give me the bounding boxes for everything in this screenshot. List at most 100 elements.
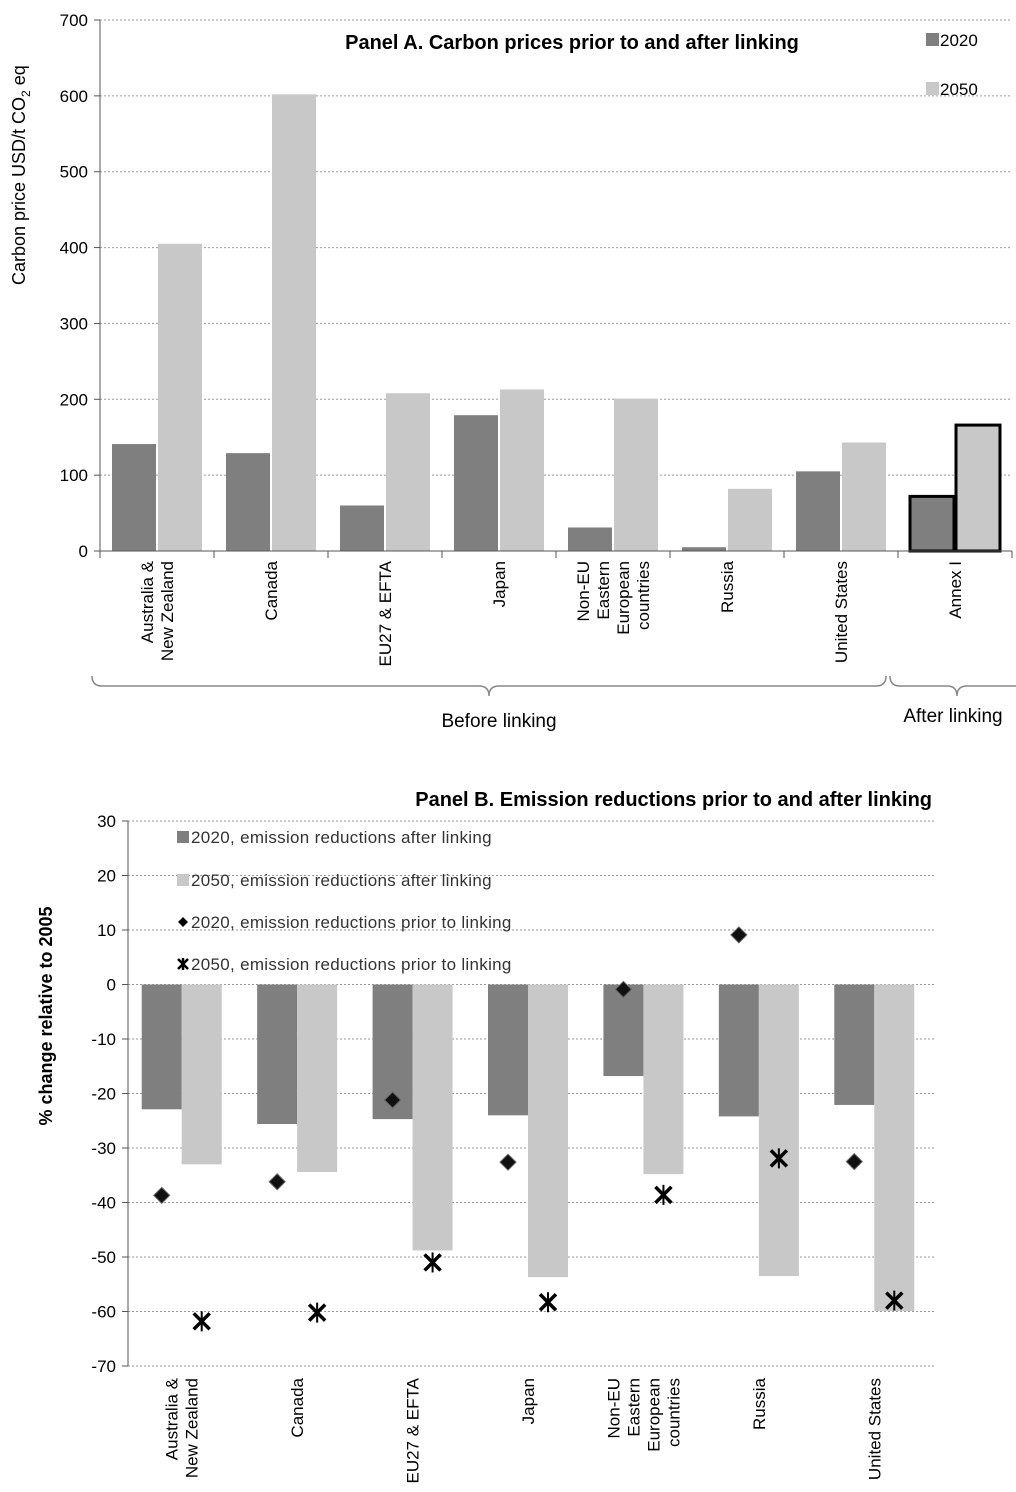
bar-2020 [568, 527, 612, 551]
category-label: Russia [750, 1377, 769, 1430]
marker-2020-prior [730, 926, 748, 944]
y-tick-label: 0 [79, 542, 88, 561]
y-axis-label-text: eq [9, 65, 29, 90]
y-tick-label: -10 [91, 1030, 116, 1049]
marker-2020-prior [383, 1091, 402, 1109]
category-label: Australia & [163, 1377, 182, 1460]
y-tick-label: -20 [91, 1085, 116, 1104]
bracket-after-linking [889, 675, 1016, 697]
category-label: Non-EU [574, 561, 593, 621]
category-label: Canada [288, 1377, 307, 1437]
y-tick-label: 100 [60, 466, 88, 485]
panel-a-chart: 0 100 200 300 400 500 600 700 Australia & New Zea… [9, 11, 1016, 732]
legend-label: 2020, emission reductions after linking [191, 828, 492, 847]
bar-2050, emission reductions after linking [528, 984, 568, 1278]
legend-swatch [177, 958, 189, 970]
category-label: European [644, 1378, 663, 1452]
y-tick-label: 400 [60, 239, 88, 258]
bar-2050 [728, 488, 772, 551]
legend-label: 2050, emission reductions after linking [191, 871, 492, 890]
category-label: New Zealand [158, 561, 177, 661]
marker-2050-prior [423, 1252, 442, 1273]
bar-2050, emission reductions after linking [874, 984, 915, 1311]
marker-2050-prior [885, 1290, 904, 1311]
group-label-after-linking: After linking [903, 706, 1002, 727]
category-label: countries [634, 561, 653, 630]
y-tick-label: -40 [91, 1194, 116, 1213]
marker-2050-prior [307, 1302, 327, 1323]
bar-2050 [842, 442, 886, 551]
y-tick-label: -50 [91, 1248, 116, 1267]
category-label: New Zealand [183, 1378, 202, 1478]
bar-2050, emission reductions after linking [412, 984, 453, 1251]
marker-2020-prior [614, 980, 633, 999]
legend-swatch [177, 831, 189, 843]
legend-swatch [926, 82, 939, 95]
y-axis-label-subscript: 2 [19, 90, 33, 97]
category-label: Japan [490, 561, 509, 607]
legend-label: 2020, emission reductions prior to linki… [191, 913, 512, 932]
marker-2050-prior [654, 1184, 673, 1205]
category-label: European [614, 561, 633, 635]
legend-label: 2050 [940, 80, 978, 99]
category-label: Japan [519, 1378, 538, 1424]
category-label: Eastern [594, 561, 613, 620]
legend-label: 2020 [940, 31, 978, 50]
category-label: Australia & [138, 560, 157, 643]
y-tick-label: 500 [60, 163, 88, 182]
y-tick-label: 300 [60, 314, 88, 333]
marker-2020-prior [268, 1173, 286, 1191]
legend-swatch [178, 917, 188, 927]
bar-2020, emission reductions after linking [718, 984, 759, 1117]
marker-2050-prior [769, 1148, 789, 1169]
y-axis-label: Carbon price USD/t CO2 eq [9, 65, 33, 285]
marker-2050-prior [538, 1292, 558, 1313]
bar-2020 [454, 415, 498, 551]
bar-2050 [500, 389, 544, 551]
category-label: EU27 & EFTA [404, 1377, 423, 1483]
marker-2020-prior [499, 1153, 517, 1171]
y-tick-label: 30 [97, 812, 116, 831]
bar-2050, emission reductions after linking [758, 984, 799, 1277]
legend-swatch [177, 874, 189, 886]
y-tick-label: -70 [91, 1357, 116, 1376]
y-tick-label: -30 [91, 1139, 116, 1158]
category-label: Annex I [946, 561, 965, 619]
bar-2020, emission reductions after linking [257, 984, 298, 1125]
legend-label: 2050, emission reductions prior to linki… [191, 955, 512, 974]
category-label: United States [865, 1378, 884, 1480]
bracket-before-linking [91, 675, 887, 697]
bar-2050 [954, 423, 1002, 553]
bar-2020 [796, 471, 840, 551]
bar-2050, emission reductions after linking [643, 984, 684, 1175]
bar-2020 [112, 444, 156, 551]
category-label: EU27 & EFTA [376, 560, 395, 666]
bar-2050, emission reductions after linking [181, 984, 222, 1165]
y-tick-label: -60 [91, 1303, 116, 1322]
bar-2050, emission reductions after linking [297, 984, 338, 1172]
y-axis-label-text: Carbon price USD/t CO [9, 97, 29, 285]
category-label: Russia [718, 560, 737, 613]
y-tick-label: 0 [107, 976, 116, 995]
bar-2050 [158, 243, 202, 551]
category-label: countries [664, 1378, 683, 1447]
bar-2020 [226, 453, 270, 551]
marker-2020-prior [845, 1152, 863, 1171]
bar-2020, emission reductions after linking [603, 984, 644, 1077]
category-label: United States [832, 561, 851, 663]
y-tick-label: 600 [60, 87, 88, 106]
bar-2050 [614, 398, 658, 551]
bar-2020, emission reductions after linking [488, 984, 528, 1116]
bar-2020 [340, 505, 384, 551]
y-tick-label: 20 [97, 867, 116, 886]
bar-2020, emission reductions after linking [141, 984, 182, 1110]
y-axis-label: % change relative to 2005 [36, 906, 56, 1125]
bar-2050 [272, 94, 316, 551]
bar-2020, emission reductions after linking [834, 984, 875, 1105]
bar-2020 [908, 494, 956, 553]
marker-2050-prior [192, 1311, 211, 1332]
legend-swatch [926, 33, 939, 46]
category-label: Canada [262, 560, 281, 620]
chart-title: Panel B. Emission reductions prior to an… [415, 789, 932, 811]
